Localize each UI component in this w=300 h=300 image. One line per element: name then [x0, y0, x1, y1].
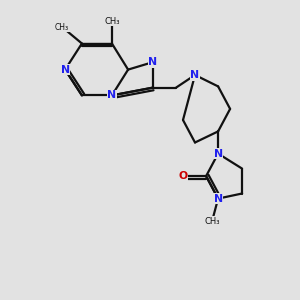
Text: N: N [214, 148, 223, 159]
Text: N: N [61, 64, 70, 75]
Text: N: N [107, 90, 116, 100]
Text: N: N [148, 57, 158, 67]
Text: CH₃: CH₃ [204, 217, 220, 226]
Text: N: N [214, 194, 223, 204]
Text: CH₃: CH₃ [104, 16, 120, 26]
Text: CH₃: CH₃ [55, 22, 69, 32]
Text: O: O [178, 171, 188, 181]
Text: N: N [190, 70, 200, 80]
